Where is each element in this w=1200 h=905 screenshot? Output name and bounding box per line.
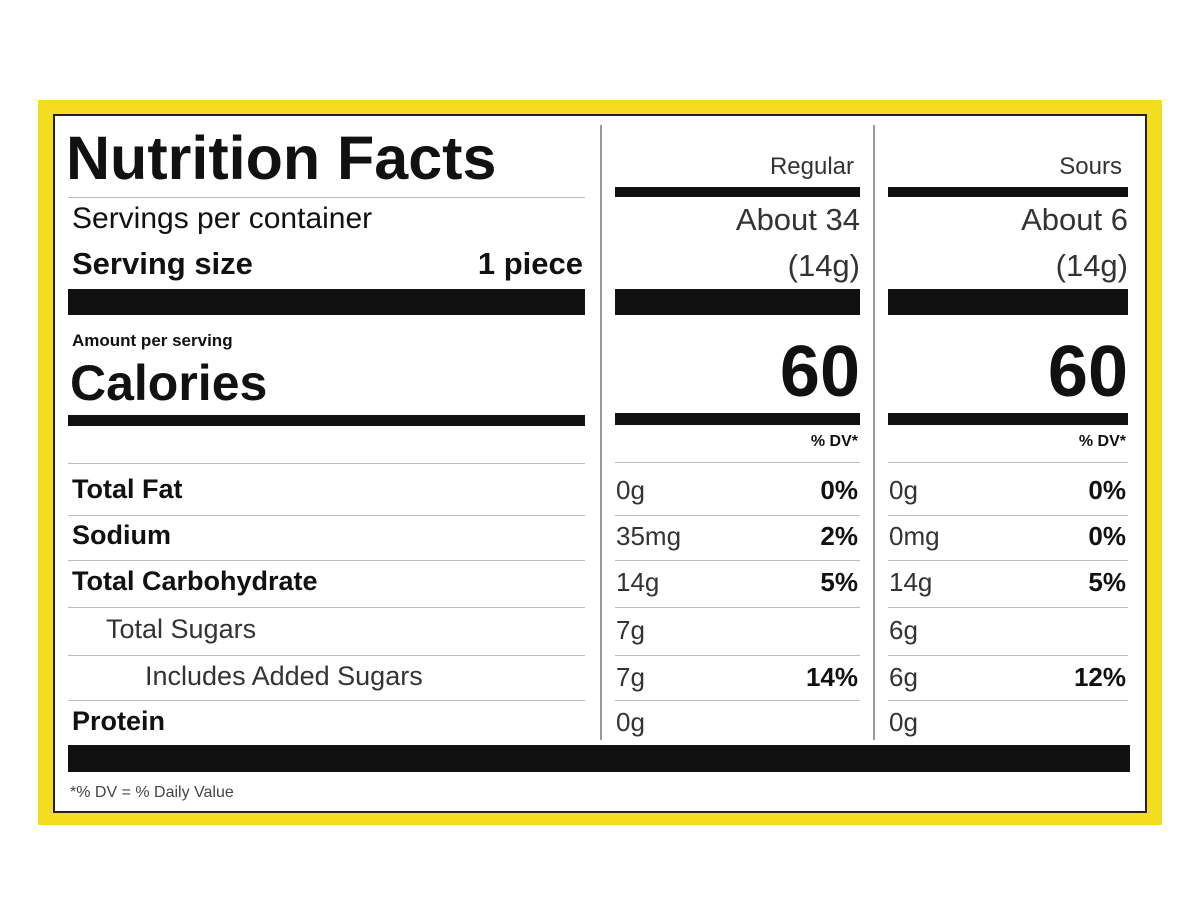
row-divider [888,655,1128,656]
title: Nutrition Facts [66,124,497,192]
row-label: Sodium [72,520,171,550]
row-label: Total Fat [72,474,183,504]
thick-bar [68,289,585,315]
row-divider [68,655,585,656]
calories: 60 [779,332,860,412]
row-divider [888,560,1128,561]
amount: 7g [616,615,645,645]
amount-per-serving: Amount per serving [72,331,233,350]
row-divider [615,515,860,516]
daily-value: 2% [820,521,858,551]
column-bar [888,187,1128,197]
row-divider [888,607,1128,608]
amount: 0mg [889,521,940,551]
serving-size: (14g) [787,248,860,283]
row-divider [68,515,585,516]
column-bar [615,187,860,197]
column-divider [600,125,602,740]
calories: 60 [1047,332,1128,412]
row-label: Total Carbohydrate [72,566,318,596]
row-divider [888,515,1128,516]
dv-header: % DV* [1078,433,1126,450]
amount: 14g [616,567,660,597]
servings: About 34 [735,202,860,237]
divider [888,462,1128,463]
serving-size-value: 1 piece [477,246,583,281]
serving-size-label: Serving size [72,246,253,281]
thick-bar [615,289,860,315]
row-divider [68,700,585,701]
amount: 6g [889,615,918,645]
daily-value: 5% [1088,567,1126,597]
footnote: *% DV = % Daily Value [70,784,234,801]
amount: 0g [616,475,645,505]
amount: 0g [889,707,918,737]
daily-value: 0% [1088,521,1126,551]
daily-value: 5% [820,567,858,597]
medium-bar [68,415,585,426]
divider [68,197,585,198]
servings: About 6 [1021,202,1128,237]
divider [68,463,585,464]
row-divider [615,655,860,656]
row-divider [68,607,585,608]
thick-bar [888,289,1128,315]
daily-value: 0% [1088,475,1126,505]
amount: 7g [616,662,645,692]
row-label: Includes Added Sugars [145,661,423,691]
amount: 14g [889,567,933,597]
serving-size: (14g) [1055,248,1128,283]
row-divider [615,560,860,561]
row-divider [615,700,860,701]
daily-value: 14% [805,662,858,692]
medium-bar [615,413,860,425]
amount: 6g [889,662,918,692]
row-divider [68,560,585,561]
row-divider [615,607,860,608]
row-label: Protein [72,706,166,736]
calories-label: Calories [70,355,268,411]
amount: 0g [889,475,918,505]
row-label: Total Sugars [106,614,257,644]
daily-value: 0% [820,475,858,505]
bottom-bar [68,745,1130,772]
medium-bar [888,413,1128,425]
dv-header: % DV* [810,433,858,450]
column-name: Sours [1059,153,1122,180]
row-divider [888,700,1128,701]
daily-value: 12% [1073,662,1126,692]
amount: 0g [616,707,645,737]
divider [615,462,860,463]
amount: 35mg [616,521,682,551]
servings-label: Servings per container [72,202,373,235]
column-name: Regular [769,153,854,180]
column-divider [873,125,875,740]
